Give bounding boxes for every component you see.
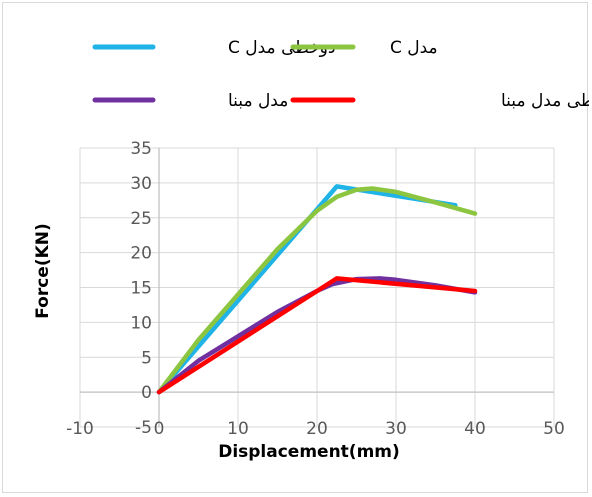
y-tick-label: 25 (130, 209, 152, 229)
series-line (156, 276, 478, 395)
x-tick-label: 20 (306, 419, 328, 439)
x-tick-label: 40 (464, 419, 486, 439)
y-tick-label: 15 (130, 279, 152, 299)
y-tick-label: 20 (130, 244, 152, 264)
x-axis-title: Displacement(mm) (218, 442, 400, 462)
chart-frame: -10 0 10 20 30 40 50 -5 0 5 10 15 20 25 30 35 دوخطی مدل… (2, 2, 589, 493)
legend: دوخطی مدل C مدل C مدل مبنا دو خطی مدل مبنا (92, 38, 589, 111)
y-axis-title: Force(KN) (33, 223, 53, 319)
y-tick-label: 5 (141, 348, 152, 368)
x-tick-label: 0 (154, 419, 165, 439)
x-tick-label: 10 (227, 419, 249, 439)
legend-label: دو خطی مدل مبنا (501, 91, 589, 111)
y-tick-label: 30 (130, 174, 152, 194)
series-line (156, 186, 478, 395)
y-tick-label: -5 (135, 418, 152, 438)
series-line (156, 276, 478, 395)
y-tick-label: 10 (130, 313, 152, 333)
x-tick-label: -10 (66, 419, 94, 439)
x-tick-label: 30 (385, 419, 407, 439)
x-tick-label: 50 (543, 419, 565, 439)
legend-label: مدل مبنا (228, 91, 288, 111)
legend-label: دوخطی مدل C (228, 38, 335, 58)
y-tick-label: 0 (141, 383, 152, 403)
legend-label: مدل C (390, 38, 438, 58)
y-tick-label: 35 (130, 139, 152, 159)
series-lines (156, 184, 478, 395)
